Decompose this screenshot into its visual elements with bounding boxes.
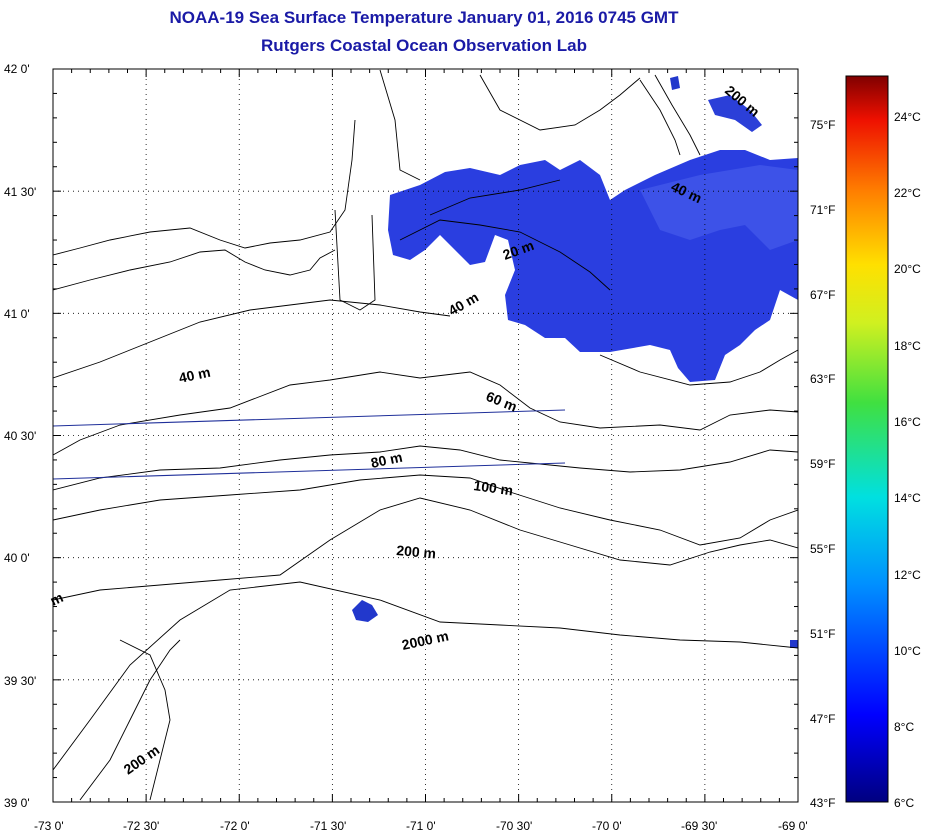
fahrenheit-labels: 75°F 71°F 67°F 63°F 59°F 55°F 51°F 47°F …: [810, 118, 835, 810]
isobath-canyon: [79, 639, 181, 801]
sst-patch-east: [640, 165, 798, 250]
lat-label-42: 42 0': [4, 62, 30, 76]
celsius-labels: 24°C 22°C 20°C 18°C 16°C 14°C 12°C 10°C …: [894, 110, 921, 810]
isobath-label-west-40: 40 m: [177, 364, 212, 386]
f-label-55: 55°F: [810, 542, 835, 556]
isobath-label-80: 80 m: [369, 449, 404, 471]
isobath-2000m: [53, 581, 798, 771]
sst-coverage: [352, 76, 798, 648]
c-label-18: 18°C: [894, 339, 921, 353]
c-label-10: 10°C: [894, 644, 921, 658]
longitude-labels: -73 0' -72 30' -72 0' -71 30' -71 0' -70…: [34, 819, 808, 833]
lat-label-40: 40 0': [4, 551, 30, 565]
lat-label-39-30: 39 30': [4, 674, 36, 688]
isobath-60m: [53, 371, 798, 456]
isobath-north-20: [429, 179, 561, 216]
f-label-59: 59°F: [810, 457, 835, 471]
isobath-label-canyon-200: 200 m: [121, 742, 163, 778]
lon-label-73: -73 0': [34, 819, 64, 833]
sst-patch-edge: [790, 640, 798, 648]
isobath-north-40: [399, 219, 611, 291]
c-label-22: 22°C: [894, 186, 921, 200]
isobath-100m: [53, 474, 798, 546]
f-label-47: 47°F: [810, 712, 835, 726]
c-label-24: 24°C: [894, 110, 921, 124]
isobath-ne-canyon: [639, 74, 701, 156]
isobath-80m: [53, 445, 798, 491]
colorbar: [845, 75, 889, 803]
lat-label-39: 39 0': [4, 796, 30, 810]
lon-label-72-30: -72 30': [123, 819, 159, 833]
map-frame-ticks: [52, 68, 799, 803]
map-grid: [53, 69, 798, 802]
sst-patch-offshore: [352, 600, 378, 622]
lon-label-72: -72 0': [220, 819, 250, 833]
lon-label-71-30: -71 30': [310, 819, 346, 833]
c-label-12: 12°C: [894, 568, 921, 582]
isobath-label-west-m: m: [48, 589, 66, 609]
connecticut-coast: [53, 119, 356, 256]
massachusetts-outline: [379, 69, 421, 181]
isobath-label-200: 200 m: [396, 542, 437, 561]
f-label-67: 67°F: [810, 288, 835, 302]
c-label-14: 14°C: [894, 491, 921, 505]
lon-label-71: -71 0': [406, 819, 436, 833]
coastline-and-isobaths: [53, 69, 798, 801]
lon-label-70-30: -70 30': [496, 819, 532, 833]
c-label-8: 8°C: [894, 720, 914, 734]
f-label-51: 51°F: [810, 627, 835, 641]
c-label-20: 20°C: [894, 262, 921, 276]
lon-label-69-30: -69 30': [681, 819, 717, 833]
map-title: NOAA-19 Sea Surface Temperature January …: [169, 8, 679, 27]
isobath-40m: [53, 299, 451, 379]
f-label-43: 43°F: [810, 796, 835, 810]
lat-label-40-30: 40 30': [4, 429, 36, 443]
lon-label-69: -69 0': [778, 819, 808, 833]
sst-patch-small: [670, 76, 680, 90]
isobath-canyon-2: [119, 639, 171, 801]
f-label-75: 75°F: [810, 118, 835, 132]
narragansett-bay: [334, 209, 376, 311]
c-label-16: 16°C: [894, 415, 921, 429]
long-island-coast: [53, 249, 336, 291]
isobath-200m: [53, 497, 798, 601]
lat-label-41-30: 41 30': [4, 185, 36, 199]
f-label-71: 71°F: [810, 203, 835, 217]
track-line-lower: [53, 462, 566, 480]
cape-cod-outline: [479, 74, 641, 131]
sst-patch-ne: [708, 95, 762, 132]
map-subtitle: Rutgers Coastal Ocean Observation Lab: [261, 36, 587, 55]
lon-label-70: -70 0': [592, 819, 622, 833]
c-label-6: 6°C: [894, 796, 914, 810]
track-line-upper: [53, 409, 566, 427]
lat-label-41: 41 0': [4, 307, 30, 321]
latitude-labels: 42 0' 41 30' 41 0' 40 30' 40 0' 39 30' 3…: [4, 62, 36, 810]
isobath-label-60: 60 m: [484, 388, 520, 415]
f-label-63: 63°F: [810, 372, 835, 386]
isobath-label-north-40: 40 m: [446, 289, 482, 319]
nantucket-shoals: [599, 349, 798, 386]
isobath-label-100: 100 m: [473, 477, 515, 498]
